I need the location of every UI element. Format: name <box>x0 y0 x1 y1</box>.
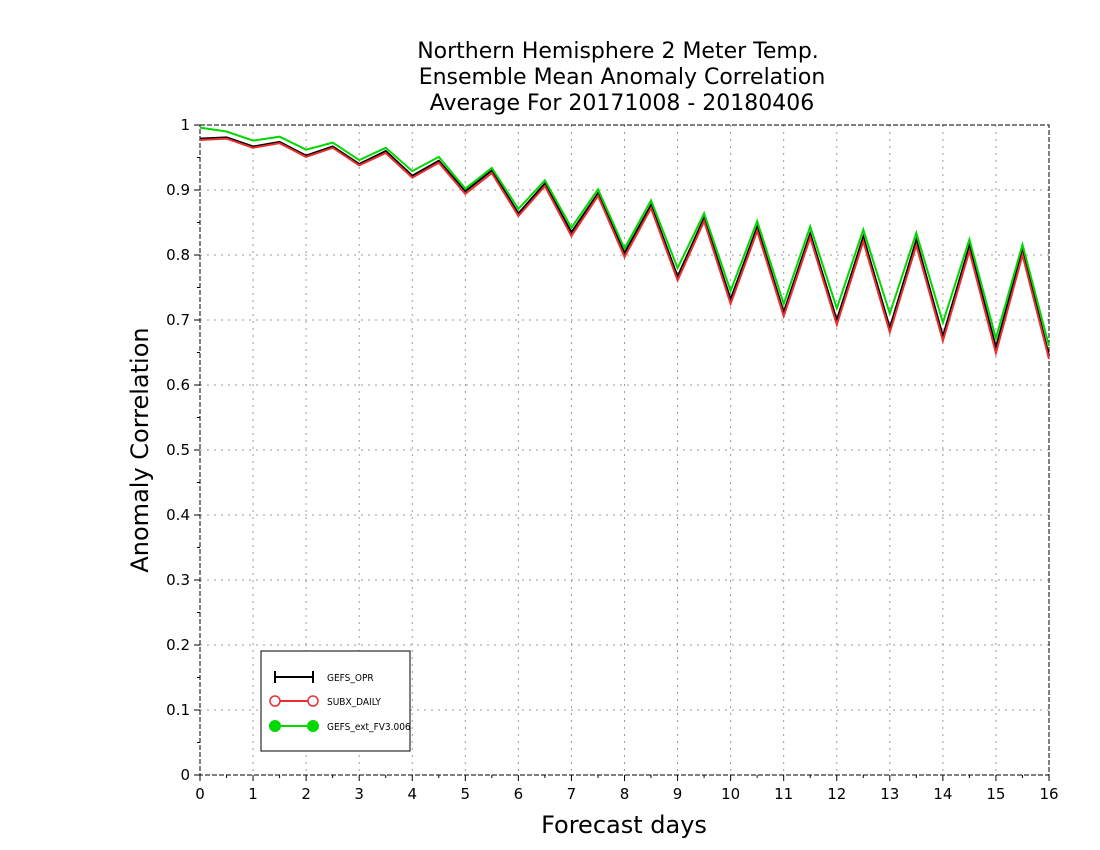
axis-ticks: 0 1 2 3 4 5 6 7 8 9 10 11 12 13 14 15 1600.10.20.30.40.5… <box>166 116 1058 803</box>
x-tick-label: 10 <box>721 785 740 803</box>
chart-title-line-3: Average For 20171008 - 20180406 <box>430 91 815 116</box>
legend-label-gefs-ext-fv3-006: GEFS_ext_FV3.006 <box>327 722 411 733</box>
y-tick-label: 0 <box>180 766 190 784</box>
plot-frame <box>199 124 1050 776</box>
x-tick-label: 3 <box>354 785 364 803</box>
x-tick-label: 1 <box>248 785 258 803</box>
series-line-subx-daily <box>199 137 1050 360</box>
series-lines <box>199 126 1050 360</box>
y-tick-label: 0.6 <box>166 376 190 394</box>
x-tick-label: 14 <box>933 785 952 803</box>
x-tick-label: 16 <box>1039 785 1058 803</box>
legend-marker-open-circle <box>307 695 319 707</box>
chart-title-line-2: Ensemble Mean Anomaly Correlation <box>419 65 826 90</box>
chart-title: Northern Hemisphere 2 Meter Temp. Ensemb… <box>417 39 825 116</box>
y-tick-label: 0.3 <box>166 571 190 589</box>
x-tick-label: 2 <box>301 785 311 803</box>
x-tick-label: 12 <box>827 785 846 803</box>
x-tick-label: 5 <box>461 785 471 803</box>
y-tick-label: 0.1 <box>166 701 190 719</box>
x-tick-label: 13 <box>880 785 899 803</box>
legend-marker-filled-circle <box>269 720 281 732</box>
x-tick-label: 6 <box>514 785 524 803</box>
series-line-gefs-ext-fv3-006 <box>199 126 1050 347</box>
y-tick-label: 0.5 <box>166 441 190 459</box>
y-tick-label: 0.9 <box>166 181 190 199</box>
series-line-gefs-opr <box>199 136 1050 357</box>
y-axis-label: Anomaly Correlation <box>126 327 154 572</box>
x-axis-label: Forecast days <box>541 811 707 839</box>
x-tick-label: 15 <box>986 785 1005 803</box>
legend-label-subx-daily: SUBX_DAILY <box>327 697 381 708</box>
legend-marker-open-circle <box>269 695 281 707</box>
x-tick-label: 11 <box>774 785 793 803</box>
legend-marker-filled-circle <box>307 720 319 732</box>
x-tick-label: 0 <box>195 785 205 803</box>
y-tick-label: 1 <box>180 116 190 134</box>
y-tick-label: 0.7 <box>166 311 190 329</box>
chart-title-line-1: Northern Hemisphere 2 Meter Temp. <box>417 39 819 64</box>
x-tick-label: 9 <box>673 785 683 803</box>
y-tick-label: 0.8 <box>166 246 190 264</box>
y-tick-label: 0.4 <box>166 506 190 524</box>
legend: GEFS_OPR SUBX_DAILY GEFS_ext_FV3.006 <box>260 650 411 752</box>
x-tick-label: 8 <box>620 785 630 803</box>
legend-label-gefs-opr: GEFS_OPR <box>327 673 374 684</box>
x-tick-label: 7 <box>567 785 577 803</box>
x-tick-label: 4 <box>407 785 417 803</box>
y-tick-label: 0.2 <box>166 636 190 654</box>
grid-lines <box>200 125 1049 775</box>
